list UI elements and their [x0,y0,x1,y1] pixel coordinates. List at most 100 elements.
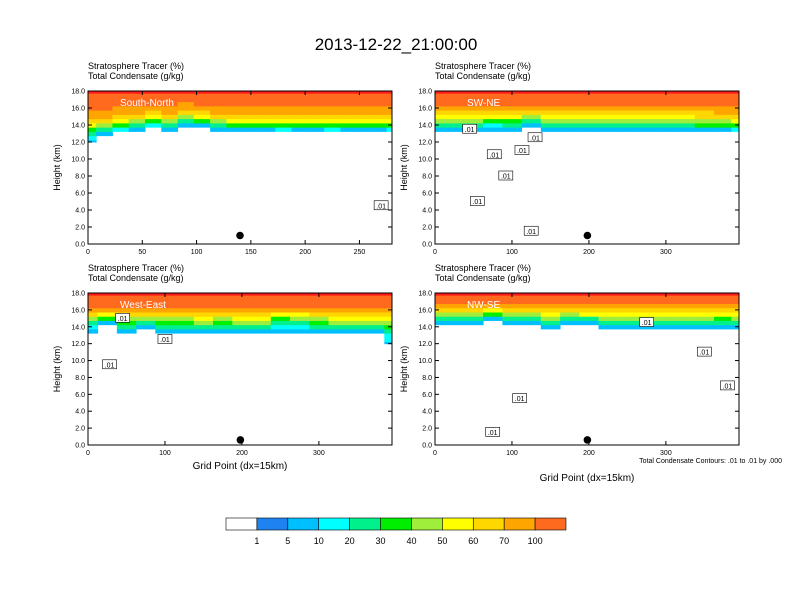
heatmap-cell [155,320,176,326]
heatmap-cell [161,105,179,111]
y-tick-label: 8.0 [422,375,432,382]
colorbar-swatch [380,517,412,531]
heatmap-cell [242,127,260,132]
heatmap-cell [145,97,162,103]
y-tick-label: 2.0 [422,225,432,232]
contour-label: .01 [526,229,536,236]
heatmap-cell [579,299,600,305]
panel-label: SW-NE [467,98,500,109]
heatmap-cell [598,299,619,305]
heatmap-cell [193,91,211,94]
heatmap-cell [598,105,619,111]
heatmap-cell [116,303,137,309]
heatmap-cell [444,307,465,313]
heatmap-cell [521,295,542,300]
heatmap-cell [463,114,484,120]
heatmap-cell [177,118,195,124]
heatmap-cell [275,122,293,128]
heatmap-cell [713,299,732,305]
heatmap-cell [617,293,638,296]
heatmap-cell [88,114,97,120]
panel-subtitle-line2: Total Condensate (g/kg) [435,273,531,283]
heatmap-cell [694,101,715,107]
y-tick-label: 18.0 [71,291,85,298]
heatmap-cell [579,320,600,326]
heatmap-cell [444,114,465,120]
heatmap-cell [656,93,677,98]
heatmap-cell [96,122,113,128]
y-tick-label: 18.0 [418,89,432,96]
heatmap-cell [502,101,523,107]
heatmap-cell [307,122,325,128]
heatmap-cell [560,97,580,103]
heatmap-cell [502,320,523,326]
location-marker [236,436,245,444]
heatmap-cell [88,293,99,296]
heatmap-cell [97,293,118,296]
heatmap-cell [88,101,97,107]
y-tick-label: 12.0 [418,341,432,348]
heatmap-cell [617,114,638,120]
heatmap-cell [444,97,465,103]
heatmap-cell [324,101,341,107]
colorbar-label: 60 [468,536,478,546]
heatmap-cell [483,105,503,111]
heatmap-cell [116,307,137,313]
colorbar-swatch [442,517,474,531]
heatmap-cell [136,293,156,296]
heatmap-cell [128,127,146,132]
heatmap-cell [356,127,374,132]
x-tick-label: 0 [433,249,437,256]
panel-1: Stratosphere Tracer (%)Total Condensate … [52,61,393,256]
y-tick-label: 2.0 [422,426,432,433]
heatmap-cell [598,114,619,120]
contour-label-box [523,225,539,236]
y-axis-label: Height (km) [52,144,62,191]
contour-label-box [102,359,117,370]
heatmap-cell [112,93,130,98]
heatmap-cell [309,324,330,330]
heatmap-cell [675,114,696,120]
heatmap-cell [435,118,446,124]
heatmap-cell [290,303,310,309]
contour-label: .01 [515,396,525,403]
heatmap-cell [174,303,195,309]
heatmap-cell [540,101,561,107]
heatmap-cell [540,97,561,103]
heatmap-cell [502,316,523,321]
heatmap-cell [560,105,580,111]
heatmap-cell [713,122,732,128]
heatmap-cell [366,299,385,305]
heatmap-cell [579,110,600,115]
heatmap-cell [356,91,374,94]
heatmap-cell [116,293,137,296]
heatmap-cell [694,312,715,317]
heatmap-cell [242,118,260,124]
y-tick-label: 10.0 [71,157,85,164]
heatmap-cell [307,114,325,120]
heatmap-cell [226,97,244,103]
heatmap-cell [694,316,715,321]
heatmap-cell [112,101,130,107]
heatmap-cell [251,307,272,313]
y-tick-label: 16.0 [71,307,85,314]
heatmap-cell [463,118,484,124]
panel-label: West-East [120,300,166,311]
heatmap-cell [579,295,600,300]
heatmap-cell [435,101,446,107]
heatmap-cell [560,110,580,115]
heatmap-cell [210,91,227,94]
heatmap-cell [328,299,349,305]
panel-label: NW-SE [467,300,500,311]
heatmap-cell [155,303,176,309]
heatmap-cell [598,307,619,313]
heatmap-cell [435,316,446,321]
panels: Stratosphere Tracer (%)Total Condensate … [52,61,740,484]
heatmap-cell [232,324,253,330]
heatmap-cell [291,118,309,124]
contour-label-box [486,149,502,160]
heatmap-cell [291,122,309,128]
heatmap-cell [366,303,385,309]
heatmap-cell [307,93,325,98]
heatmap-cell [232,312,253,317]
